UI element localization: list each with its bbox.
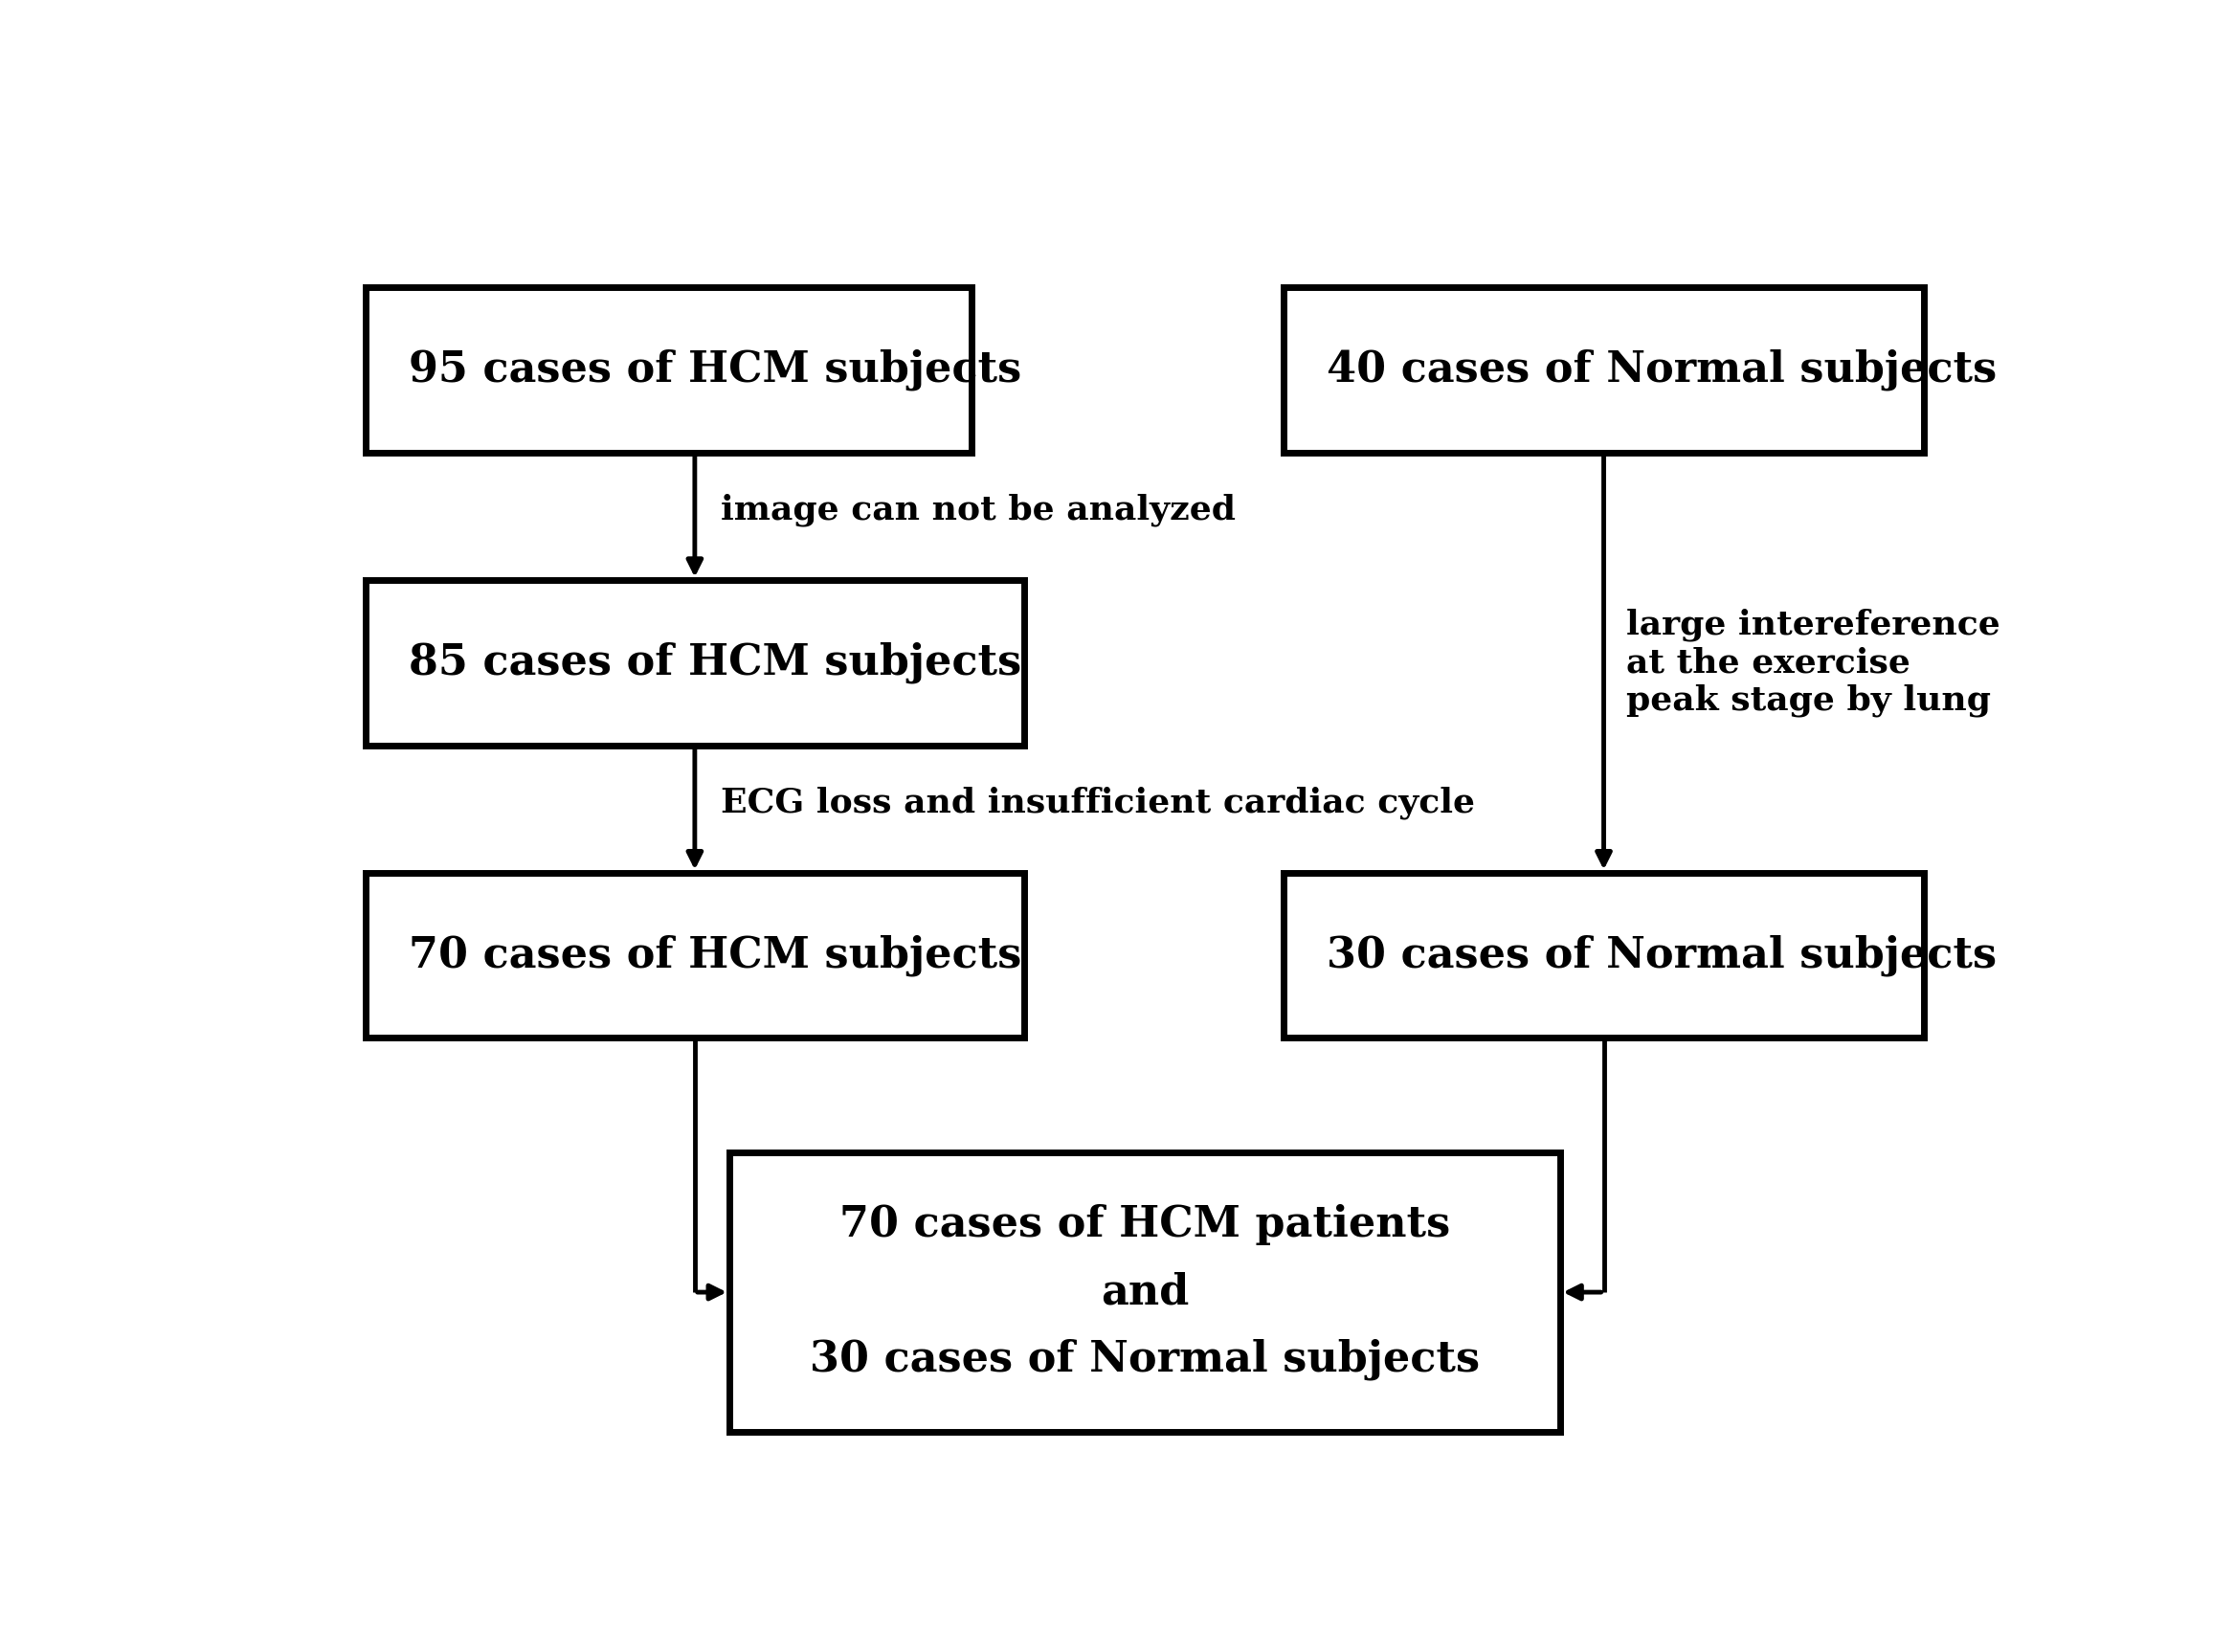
Text: 85 cases of HCM subjects: 85 cases of HCM subjects: [409, 641, 1021, 684]
Text: 30 cases of Normal subjects: 30 cases of Normal subjects: [1327, 935, 1997, 976]
Text: 95 cases of HCM subjects: 95 cases of HCM subjects: [409, 349, 1021, 392]
Text: image can not be analyzed: image can not be analyzed: [722, 494, 1235, 527]
Text: ECG loss and insufficient cardiac cycle: ECG loss and insufficient cardiac cycle: [722, 786, 1474, 819]
FancyBboxPatch shape: [366, 872, 1023, 1037]
FancyBboxPatch shape: [1282, 872, 1923, 1037]
Text: 70 cases of HCM patients
and
30 cases of Normal subjects: 70 cases of HCM patients and 30 cases of…: [811, 1204, 1479, 1379]
Text: 40 cases of Normal subjects: 40 cases of Normal subjects: [1327, 349, 1997, 392]
FancyBboxPatch shape: [366, 287, 972, 453]
FancyBboxPatch shape: [728, 1153, 1559, 1432]
Text: large intereference
at the exercise
peak stage by lung: large intereference at the exercise peak…: [1626, 608, 1999, 717]
FancyBboxPatch shape: [366, 580, 1023, 745]
FancyBboxPatch shape: [1282, 287, 1923, 453]
Text: 70 cases of HCM subjects: 70 cases of HCM subjects: [409, 935, 1021, 976]
